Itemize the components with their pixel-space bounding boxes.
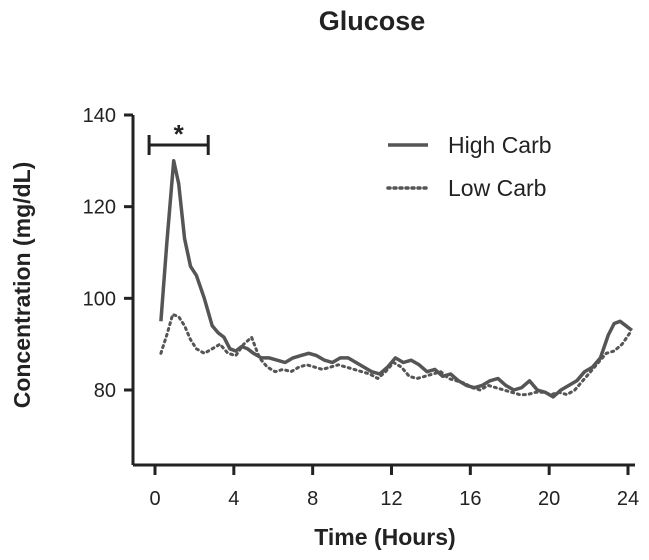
legend-label-low-carb: Low Carb [448, 175, 546, 201]
x-tick-label: 12 [380, 488, 402, 510]
x-ticks: 0 4 8 12 16 20 24 [149, 465, 639, 510]
x-tick-label: 8 [307, 488, 318, 510]
legend: High Carb Low Carb [386, 132, 552, 201]
axes [131, 115, 635, 467]
y-tick-label: 120 [83, 197, 116, 219]
series-group [159, 159, 633, 399]
y-ticks: 80 100 120 140 [83, 105, 133, 402]
significance-star: * [174, 119, 185, 149]
x-tick-label: 0 [149, 488, 160, 510]
x-tick-label: 24 [617, 488, 639, 510]
legend-label-high-carb: High Carb [448, 132, 552, 158]
series-line-low-carb [159, 312, 632, 397]
series-line-high-carb [159, 159, 633, 399]
chart-title: Glucose [319, 6, 426, 36]
significance-bracket: * [147, 119, 210, 155]
y-tick-label: 140 [83, 105, 116, 127]
x-tick-label: 4 [228, 488, 239, 510]
y-tick-label: 80 [94, 380, 116, 402]
x-tick-label: 16 [459, 488, 481, 510]
y-tick-label: 100 [83, 288, 116, 310]
x-tick-label: 20 [538, 488, 560, 510]
y-axis-label: Concentration (mg/dL) [9, 162, 35, 409]
x-axis-label: Time (Hours) [314, 524, 455, 550]
